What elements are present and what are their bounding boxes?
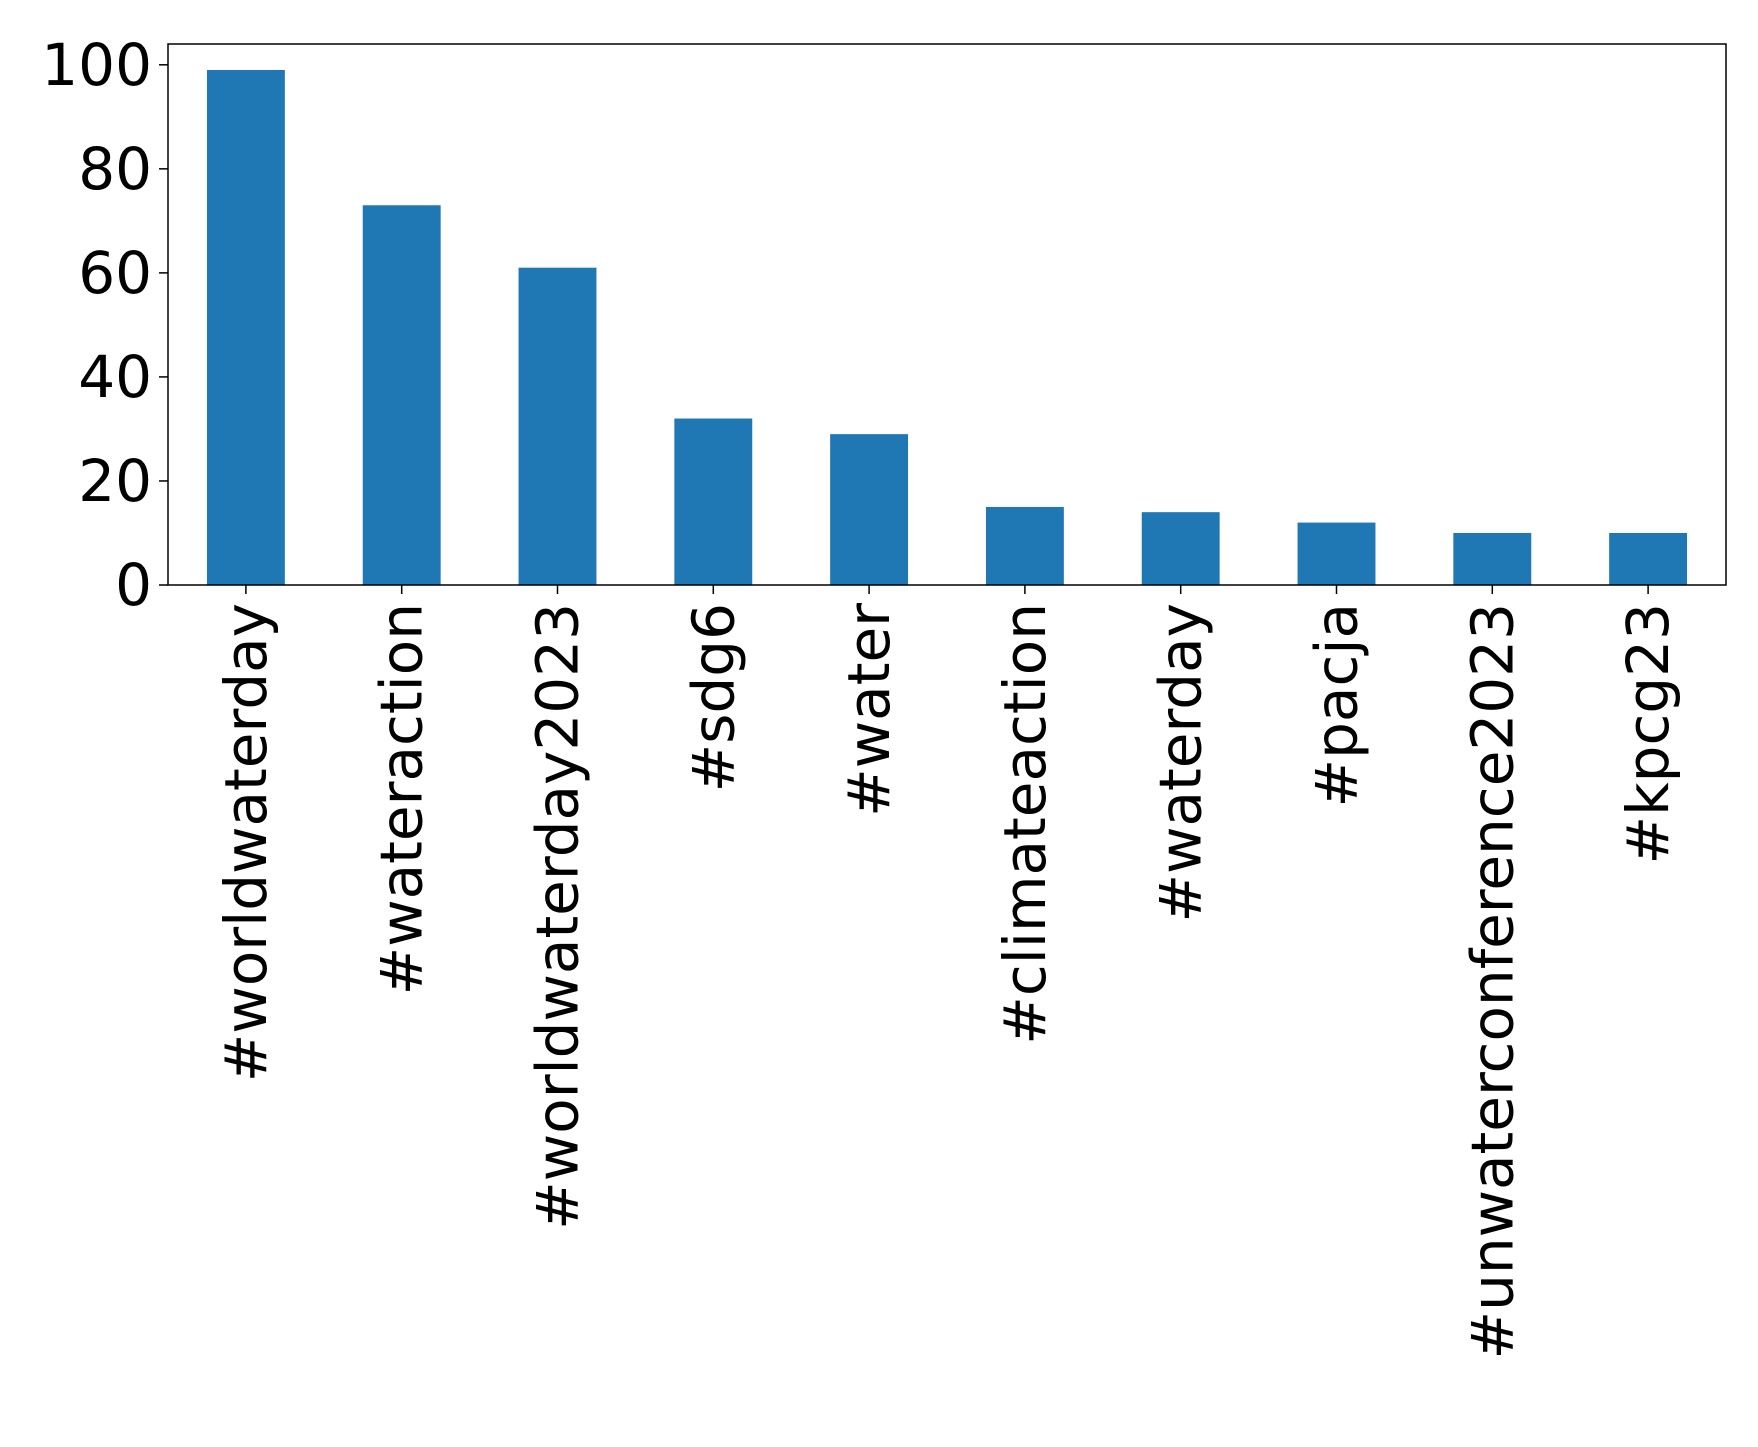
x-tick-label: #sdg6 [679,603,747,792]
x-tick-label: #water [835,603,903,817]
bar-6 [1141,512,1220,585]
y-tick-label: 40 [78,343,152,411]
y-axis: 0 20 40 60 80 100 [41,31,168,619]
bar-8 [1453,532,1532,585]
y-tick-label: 20 [78,447,152,515]
bar-5 [985,506,1064,585]
x-tick-label: #worldwaterday2023 [524,603,592,1230]
x-axis: #worldwaterday #wateraction #worldwaterday… [212,585,1682,1360]
x-tick-label: #waterday [1147,603,1215,923]
bar-3 [674,418,753,585]
y-tick-label: 0 [115,551,152,619]
y-tick-label: 100 [41,31,152,99]
bar-7 [1297,522,1376,585]
bar-9 [1609,532,1688,585]
plot-frame [167,43,1727,586]
bar-2 [518,267,597,585]
bars-group [206,70,1688,585]
bar-0 [206,70,285,585]
x-tick-label: #pacja [1303,603,1371,808]
bar-4 [830,434,909,585]
x-tick-label: #wateraction [368,603,436,995]
x-tick-label: #unwaterconference2023 [1458,603,1526,1360]
x-tick-label: #climateaction [991,603,1059,1045]
y-tick-label: 60 [78,239,152,307]
x-tick-label: #worldwaterday [212,603,280,1082]
x-tick-label: #kpcg23 [1614,603,1682,865]
bar-1 [362,205,441,585]
y-tick-label: 80 [78,135,152,203]
